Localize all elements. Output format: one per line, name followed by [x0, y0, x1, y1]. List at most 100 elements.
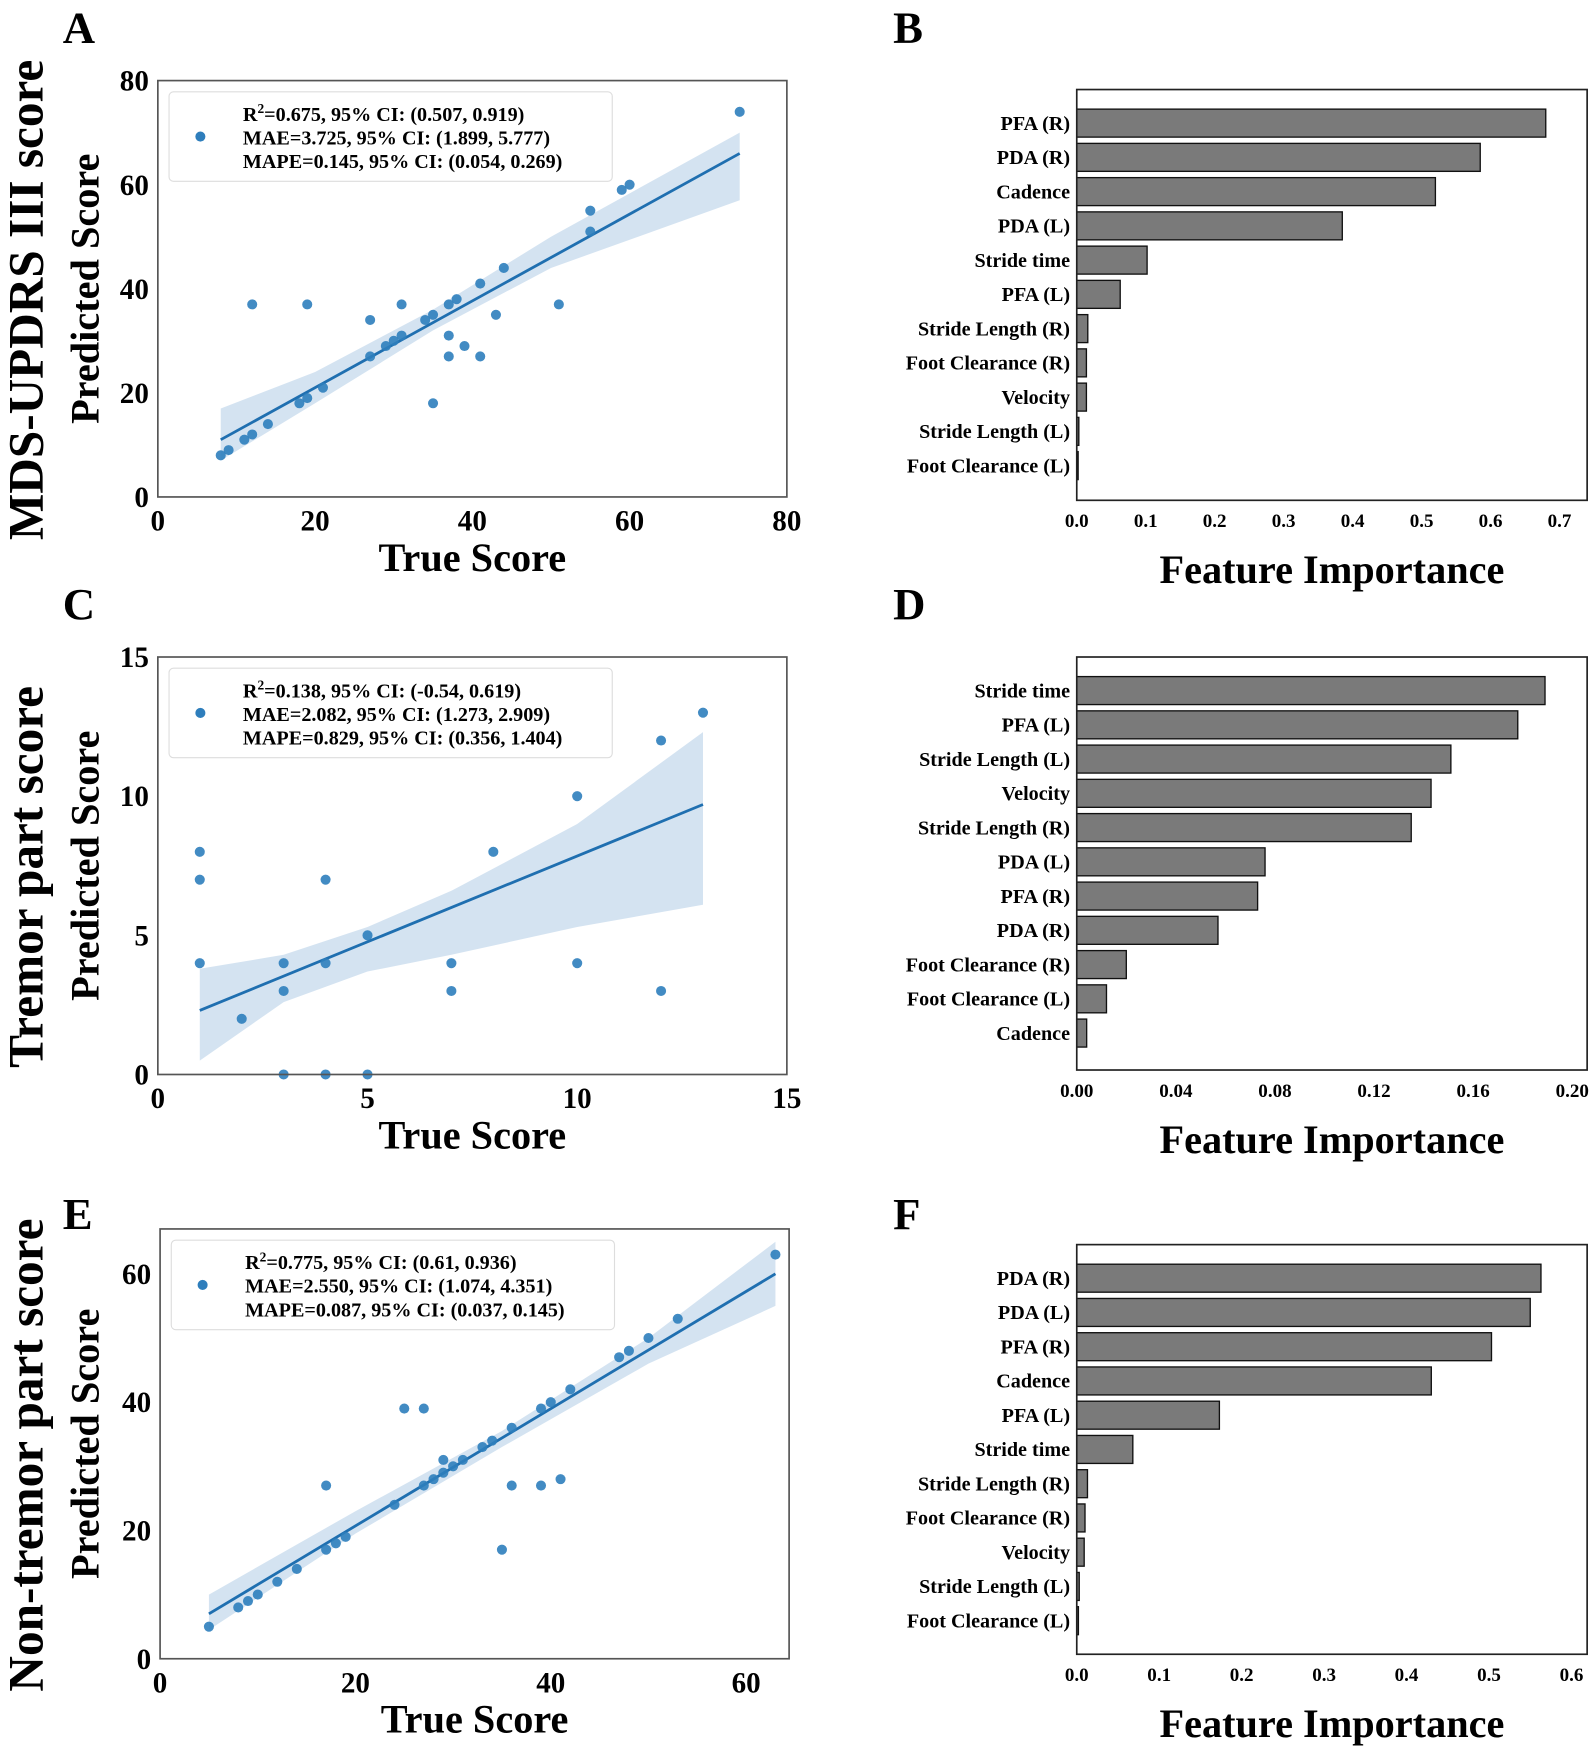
data-point — [194, 958, 205, 969]
bar — [1076, 176, 1437, 207]
data-point — [396, 330, 407, 341]
y-tick-label: 60 — [120, 170, 149, 202]
y-tick-label: 0 — [134, 1060, 149, 1092]
x-tick-label: 15 — [772, 1083, 801, 1115]
y-tick-label: 15 — [120, 642, 149, 674]
legend-entry: MAE=2.082, 95% CI: (1.273, 2.909) — [243, 704, 550, 726]
category-label: Cadence — [996, 1023, 1070, 1045]
data-point — [233, 1602, 244, 1613]
data-point — [496, 1544, 507, 1555]
category-label: PFA (R) — [1001, 1336, 1070, 1358]
data-point — [672, 1313, 683, 1324]
bar — [1076, 812, 1412, 843]
category-label: Stride Length (R) — [918, 817, 1070, 839]
regression-line — [220, 152, 741, 441]
category-label: Foot Clearance (L) — [907, 1610, 1070, 1632]
data-point — [488, 846, 499, 857]
data-point — [734, 106, 745, 117]
data-point — [506, 1480, 517, 1491]
data-point — [555, 1474, 566, 1485]
y-tick-label: 40 — [122, 1387, 151, 1419]
data-point — [623, 1345, 634, 1356]
bar — [1076, 778, 1432, 808]
category-label: PDA (L) — [998, 852, 1070, 874]
x-tick-label: 0.3 — [1312, 1665, 1336, 1686]
regression-line — [199, 803, 704, 1012]
data-point — [572, 791, 583, 802]
x-tick-label: 0 — [151, 1083, 166, 1115]
bar — [1076, 382, 1088, 412]
data-point — [252, 1589, 263, 1600]
x-tick-label: 0.7 — [1548, 511, 1572, 532]
data-point — [291, 1563, 302, 1574]
panel-letter: F — [893, 1189, 920, 1239]
data-point — [320, 958, 331, 969]
y-tick-label: 0 — [137, 1644, 152, 1676]
x-tick-label: 0.6 — [1560, 1665, 1584, 1686]
data-point — [656, 735, 667, 746]
legend-entry: MAPE=0.829, 95% CI: (0.356, 1.404) — [243, 727, 562, 749]
category-label: Velocity — [1001, 1542, 1070, 1564]
data-point — [239, 434, 250, 445]
panel-letter: D — [893, 579, 925, 629]
data-point — [302, 299, 313, 310]
legend-entry: R2=0.775, 95% CI: (0.61, 0.936) — [245, 1249, 516, 1274]
panel-letter: A — [63, 3, 95, 53]
category-label: PDA (R) — [997, 920, 1070, 942]
bar — [1076, 279, 1121, 310]
x-tick-label: 60 — [732, 1667, 761, 1699]
y-tick-label: 80 — [120, 66, 149, 98]
category-label: Stride time — [974, 1439, 1070, 1461]
legend-box — [168, 667, 613, 759]
legend-marker — [197, 1279, 208, 1290]
data-point — [446, 958, 457, 969]
plot-frame — [1075, 88, 1588, 502]
data-point — [697, 707, 709, 718]
bar — [1076, 211, 1343, 241]
x-tick-label: 0 — [151, 506, 166, 538]
bar — [1076, 1469, 1089, 1499]
category-label: PFA (L) — [1002, 1405, 1070, 1427]
data-point — [262, 419, 273, 430]
legend-entry: R2=0.138, 95% CI: (-0.54, 0.619) — [243, 677, 521, 702]
data-point — [614, 1352, 625, 1363]
data-point — [294, 398, 305, 409]
x-tick-label: 0.2 — [1203, 511, 1227, 532]
bar — [1076, 1434, 1134, 1465]
panel-letter: B — [893, 3, 923, 53]
category-label: PFA (L) — [1002, 284, 1070, 306]
bar — [1076, 1018, 1088, 1048]
data-point — [388, 335, 399, 346]
category-label: Stride Length (R) — [918, 1473, 1070, 1495]
x-tick-label: 0.00 — [1060, 1081, 1093, 1102]
data-point — [443, 299, 454, 310]
bar — [1076, 1537, 1085, 1567]
data-point — [572, 958, 583, 969]
bar — [1076, 108, 1547, 138]
x-tick-label: 0.04 — [1159, 1081, 1193, 1102]
data-point — [565, 1384, 576, 1395]
bar — [1076, 1400, 1221, 1430]
y-axis-label: Predicted Score — [63, 154, 108, 424]
x-axis-label: Feature Importance — [1159, 1701, 1504, 1746]
data-point — [247, 429, 258, 440]
data-point — [272, 1576, 283, 1587]
data-point — [438, 1467, 449, 1478]
data-point — [585, 205, 596, 216]
bar — [1076, 1332, 1493, 1362]
confidence-band — [199, 732, 703, 1061]
category-label: Velocity — [1001, 783, 1070, 805]
data-point — [438, 1454, 449, 1465]
category-label: Cadence — [996, 1371, 1070, 1393]
category-label: PDA (L) — [998, 216, 1070, 238]
legend-entry: R2=0.675, 95% CI: (0.507, 0.919) — [243, 101, 525, 126]
bar — [1076, 915, 1219, 945]
y-tick-label: 0 — [134, 482, 149, 514]
category-label: Foot Clearance (L) — [907, 989, 1070, 1011]
category-label: PFA (L) — [1002, 715, 1070, 737]
data-point — [656, 985, 667, 997]
legend-entry: MAPE=0.145, 95% CI: (0.054, 0.269) — [243, 151, 562, 173]
data-point — [487, 1435, 498, 1446]
data-point — [459, 340, 470, 352]
legend-entry: MAE=3.725, 95% CI: (1.899, 5.777) — [243, 127, 550, 149]
